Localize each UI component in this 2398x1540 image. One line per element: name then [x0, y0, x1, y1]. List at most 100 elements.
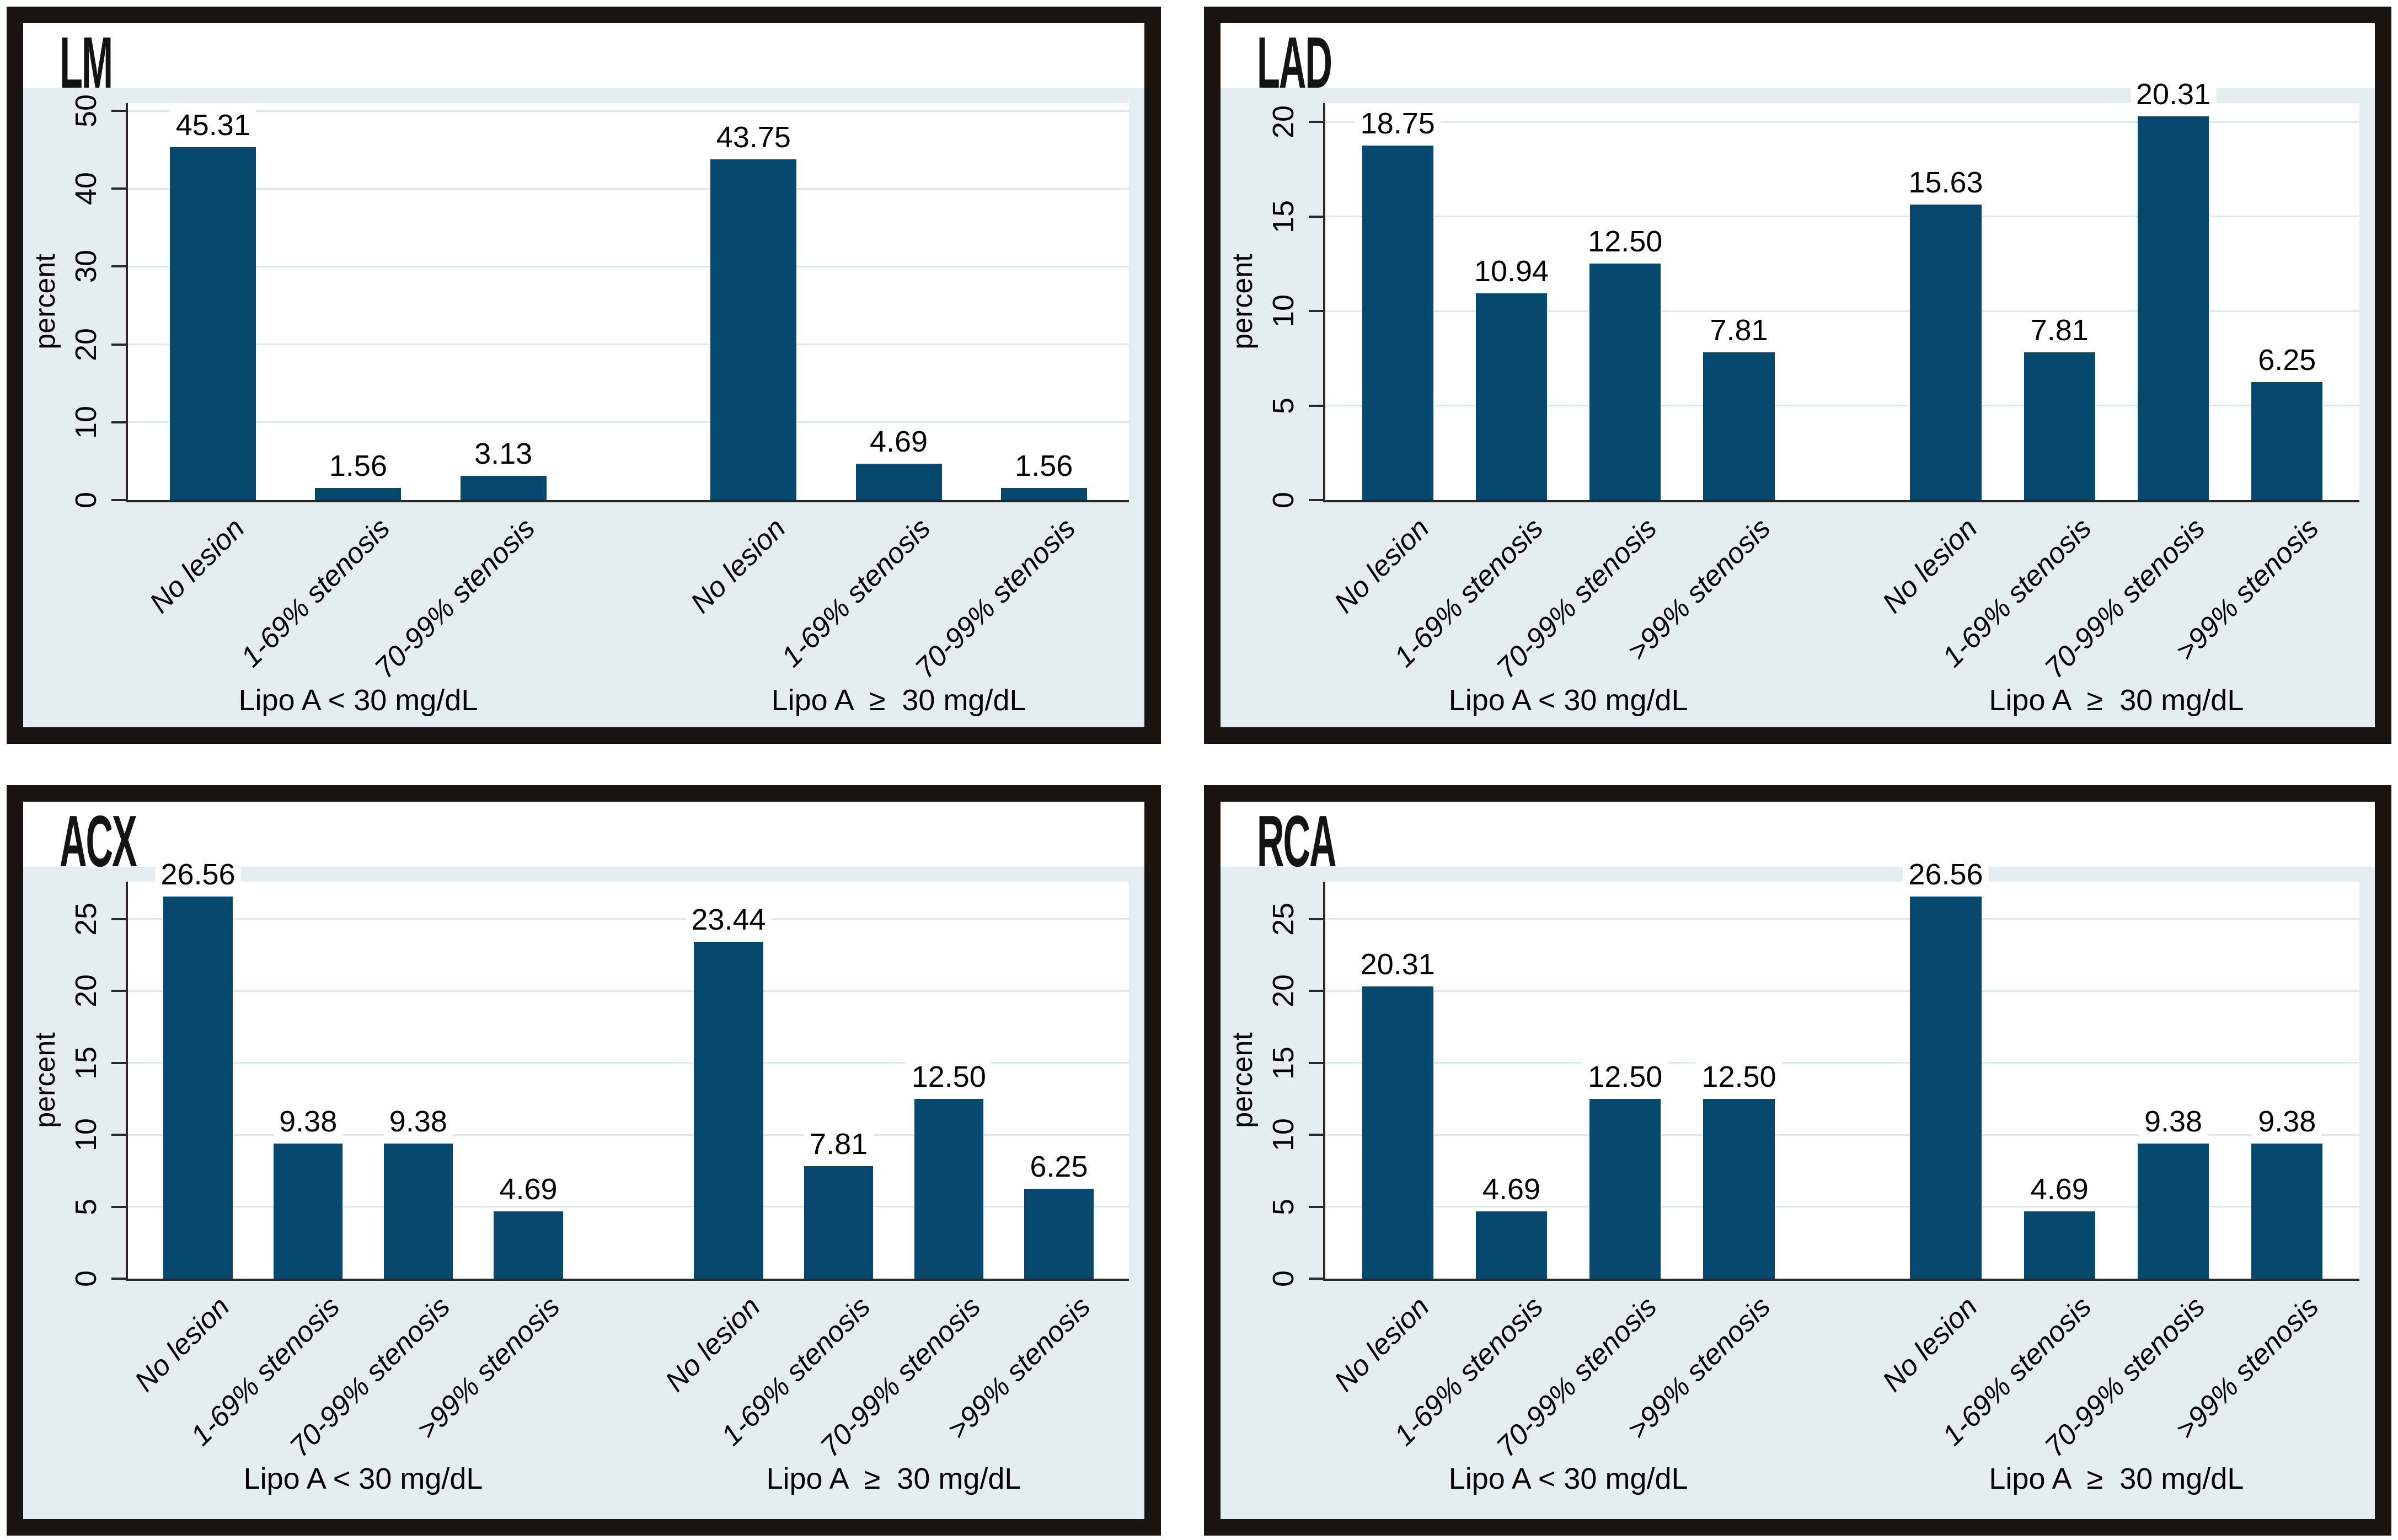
bar — [804, 1166, 874, 1279]
gridline — [1325, 1134, 2359, 1136]
y-tick-label: 20 — [69, 328, 103, 361]
bar-value-label: 43.75 — [710, 121, 796, 155]
bar-value-label: 7.81 — [804, 1128, 874, 1161]
y-tick-mark — [111, 1205, 126, 1208]
x-category-label: No lesion — [129, 1290, 236, 1398]
gridline — [128, 421, 1129, 423]
group-label: Lipo A ≥ 30 mg/dL — [1989, 1462, 2244, 1495]
group-label: Lipo A ≥ 30 mg/dL — [771, 684, 1026, 717]
gridline — [1325, 310, 2359, 312]
group-label: Lipo A < 30 mg/dL — [1448, 684, 1688, 717]
y-tick-mark — [1309, 917, 1323, 920]
bar-value-label: 3.13 — [469, 437, 538, 471]
chart-area-rca: 0 5 10 15 20 25 percent 20.31 No lesion 4.69 1-69%… — [1221, 858, 2375, 1519]
gridline — [1325, 216, 2359, 218]
gridline — [128, 1206, 1129, 1208]
plot-area — [128, 103, 1129, 500]
gridline — [128, 1062, 1129, 1064]
bar-value-label: 10.94 — [1468, 254, 1555, 288]
y-axis — [1323, 103, 1325, 502]
bar — [2024, 352, 2095, 500]
x-category-label: No lesion — [659, 1290, 767, 1398]
y-tick-mark — [111, 1278, 126, 1280]
bar-value-label: 4.69 — [2025, 1172, 2094, 1206]
x-category-label: No lesion — [143, 512, 251, 620]
bar — [914, 1098, 983, 1279]
y-axis — [126, 882, 128, 1281]
bar-value-label: 12.50 — [1582, 1060, 1668, 1094]
y-axis-label: percent — [29, 254, 61, 350]
bar-value-label: 26.56 — [155, 858, 241, 892]
bar — [1475, 1211, 1548, 1279]
y-axis-label: percent — [1227, 254, 1259, 350]
y-axis-label: percent — [29, 1032, 61, 1128]
gridline — [1325, 121, 2359, 123]
y-tick-label: 40 — [69, 172, 103, 206]
bar-value-label: 9.38 — [274, 1105, 343, 1139]
bar — [1703, 1098, 1775, 1279]
y-tick-label: 10 — [1267, 1118, 1300, 1152]
bar-value-label: 20.31 — [1355, 948, 1441, 981]
y-tick-label: 5 — [1267, 1198, 1300, 1215]
bar — [460, 475, 547, 500]
group-label: Lipo A < 30 mg/dL — [1448, 1462, 1688, 1495]
bar — [710, 159, 797, 500]
bar — [1362, 146, 1433, 500]
panel-title-lad: LAD — [1257, 22, 1332, 103]
bar-value-label: 18.75 — [1355, 107, 1441, 141]
y-tick-label: 30 — [69, 250, 103, 283]
group-label: Lipo A < 30 mg/dL — [238, 684, 478, 717]
y-tick-mark — [111, 1061, 126, 1064]
y-axis-label: percent — [1227, 1032, 1259, 1128]
bar — [694, 941, 763, 1279]
bar — [2251, 1144, 2323, 1279]
y-tick-label: 0 — [69, 491, 103, 509]
x-category-label: No lesion — [1876, 1290, 1984, 1398]
bar — [1910, 897, 1982, 1279]
y-tick-label: 25 — [1267, 902, 1300, 936]
y-tick-mark — [1309, 1061, 1323, 1064]
y-tick-label: 10 — [1267, 294, 1300, 328]
group-label: Lipo A ≥ 30 mg/dL — [1989, 684, 2244, 717]
panel-header: ACX — [23, 802, 1144, 878]
y-tick-mark — [1309, 1134, 1323, 1136]
bar-value-label: 12.50 — [906, 1060, 992, 1094]
bar-value-label: 20.31 — [2130, 77, 2217, 111]
y-tick-mark — [1309, 404, 1323, 407]
gridline — [128, 1134, 1129, 1136]
chart-area-acx: 0 5 10 15 20 25 percent 26.56 No lesion 9.38 1-69%… — [23, 858, 1144, 1519]
bar-value-label: 1.56 — [1009, 449, 1079, 483]
y-tick-mark — [1309, 215, 1323, 218]
bar-value-label: 7.81 — [2025, 314, 2094, 347]
bar-value-label: 6.25 — [2252, 343, 2322, 377]
panel-header: LM — [23, 23, 1144, 99]
y-tick-mark — [111, 265, 126, 268]
chart-area-lad: 0 5 10 15 20 percent 18.75 No lesion 10.94 1-69% … — [1221, 77, 2375, 727]
bar-value-label: 4.69 — [494, 1172, 563, 1206]
bar-value-label: 4.69 — [864, 425, 934, 459]
bar-value-label: 4.69 — [1476, 1172, 1546, 1206]
y-tick-label: 20 — [69, 974, 103, 1008]
panel-lad: LAD 0 5 10 15 20 percent 18.75 No lesion 10.94 1-… — [1204, 7, 2391, 744]
y-tick-label: 5 — [1267, 397, 1300, 414]
bar — [1589, 264, 1661, 500]
x-category-label: 1-69% stenosis — [775, 512, 937, 674]
x-category-label: 1-69% stenosis — [234, 512, 397, 674]
bar — [163, 897, 233, 1279]
gridline — [1325, 1206, 2359, 1208]
panel-header: RCA — [1221, 802, 2375, 878]
y-tick-mark — [1309, 990, 1323, 992]
bar-value-label: 6.25 — [1024, 1150, 1094, 1184]
bar — [2024, 1211, 2095, 1279]
bar — [494, 1211, 563, 1279]
bar — [855, 463, 942, 500]
bar — [2137, 1144, 2209, 1279]
panel-rca: RCA 0 5 10 15 20 25 percent 20.31 No lesion 4.69 1… — [1204, 785, 2391, 1536]
x-category-label: No lesion — [684, 512, 792, 620]
gridline — [128, 187, 1129, 190]
bar — [274, 1144, 343, 1279]
bar — [1024, 1188, 1094, 1279]
y-tick-label: 20 — [1267, 105, 1300, 139]
bar-value-label: 45.31 — [170, 109, 256, 143]
